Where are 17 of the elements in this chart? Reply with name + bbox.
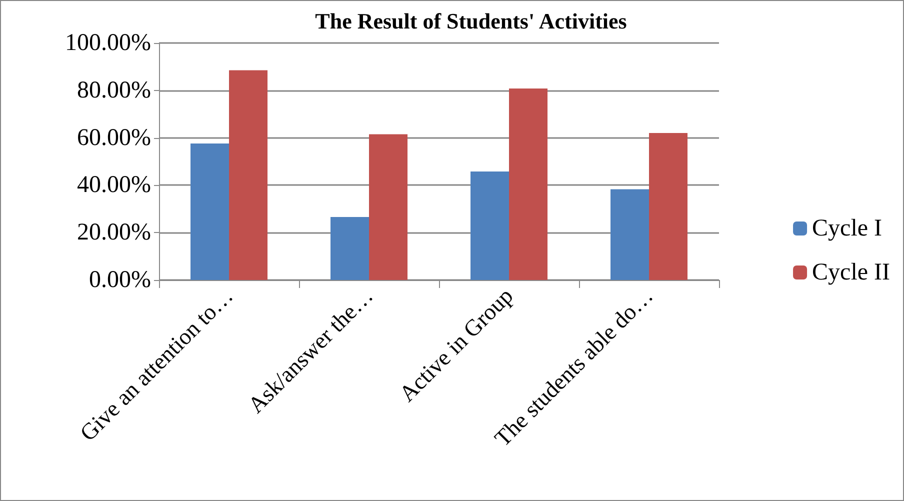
y-tick-label: 40.00% xyxy=(77,172,151,198)
chart-title: The Result of Students' Activities xyxy=(315,8,628,34)
legend-label: Cycle I xyxy=(812,216,882,242)
y-tick-label: 0.00% xyxy=(89,267,151,293)
bar xyxy=(509,88,548,280)
bar xyxy=(649,133,688,280)
bar xyxy=(470,171,509,280)
bar xyxy=(190,143,229,280)
y-tick-label: 100.00% xyxy=(65,30,151,56)
y-tick-label: 20.00% xyxy=(77,220,151,246)
bar xyxy=(369,134,408,280)
bar xyxy=(610,189,649,280)
bar xyxy=(229,70,268,280)
y-tick-label: 80.00% xyxy=(77,77,151,104)
bar xyxy=(330,216,369,280)
y-tick-label: 60.00% xyxy=(77,124,151,151)
legend-label: Cycle II xyxy=(812,260,890,286)
